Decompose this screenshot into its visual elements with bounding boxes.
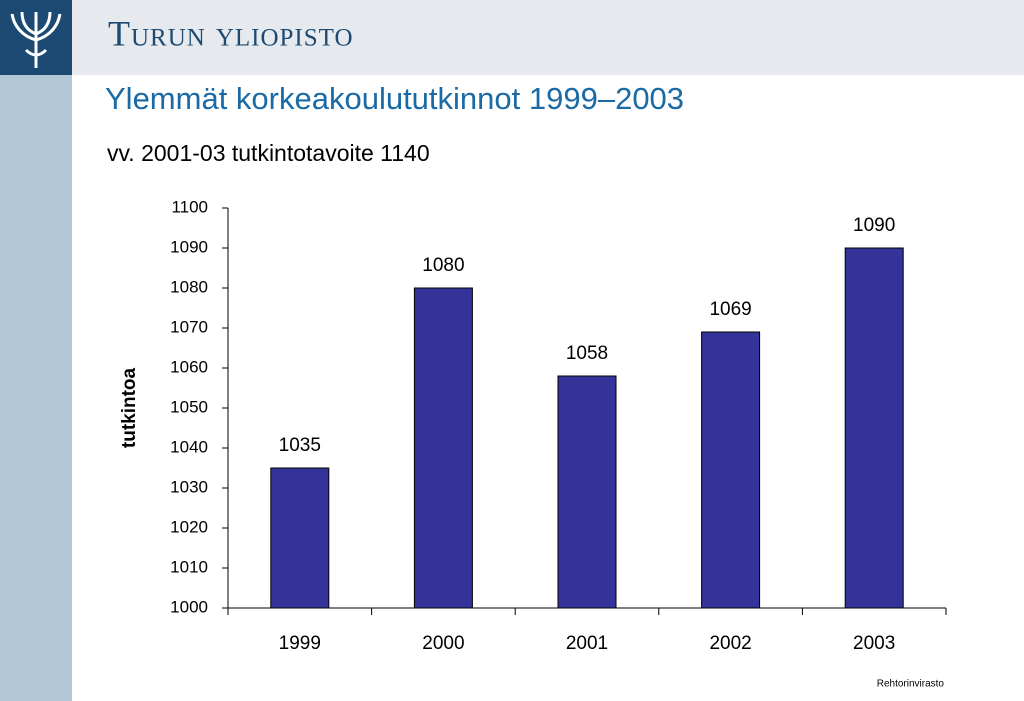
bar [270, 467, 330, 609]
y-tick-label: 1020 [170, 517, 208, 536]
value-label: 1058 [566, 343, 608, 364]
x-tick-label: 2002 [709, 633, 751, 654]
bar [413, 287, 473, 609]
x-tick-label: 2003 [853, 633, 895, 654]
brand: Turun yliopisto [108, 13, 354, 53]
bar [844, 247, 904, 609]
y-tick-label: 1080 [170, 277, 208, 296]
footer: Rehtorinvirasto [877, 679, 945, 690]
x-tick-label: 1999 [279, 633, 321, 654]
header-bar [0, 0, 1024, 75]
y-tick-label: 1070 [170, 317, 208, 336]
y-tick-label: 1030 [170, 477, 208, 496]
bar [557, 375, 617, 609]
value-label: 1069 [709, 299, 751, 320]
y-tick-label: 1090 [170, 237, 208, 256]
x-tick-label: 2001 [566, 633, 608, 654]
value-label: 1090 [853, 215, 895, 236]
chart-title: Ylemmät korkeakoulututkinnot 1999–2003 [105, 81, 684, 116]
value-label: 1080 [422, 255, 464, 276]
y-tick-label: 1060 [170, 357, 208, 376]
y-tick-label: 1010 [170, 557, 208, 576]
y-tick-label: 1040 [170, 437, 208, 456]
logo [10, 11, 62, 68]
chart-subtitle: vv. 2001-03 tutkintotavoite 1140 [107, 140, 430, 166]
value-label: 1035 [279, 435, 321, 456]
y-tick-label: 1100 [171, 197, 208, 216]
y-tick-label: 1000 [170, 597, 208, 616]
side-bar [0, 0, 72, 701]
x-tick-label: 2000 [422, 633, 464, 654]
bar [701, 331, 761, 609]
y-axis-label: tutkintoa [119, 367, 140, 448]
y-tick-label: 1050 [170, 397, 208, 416]
